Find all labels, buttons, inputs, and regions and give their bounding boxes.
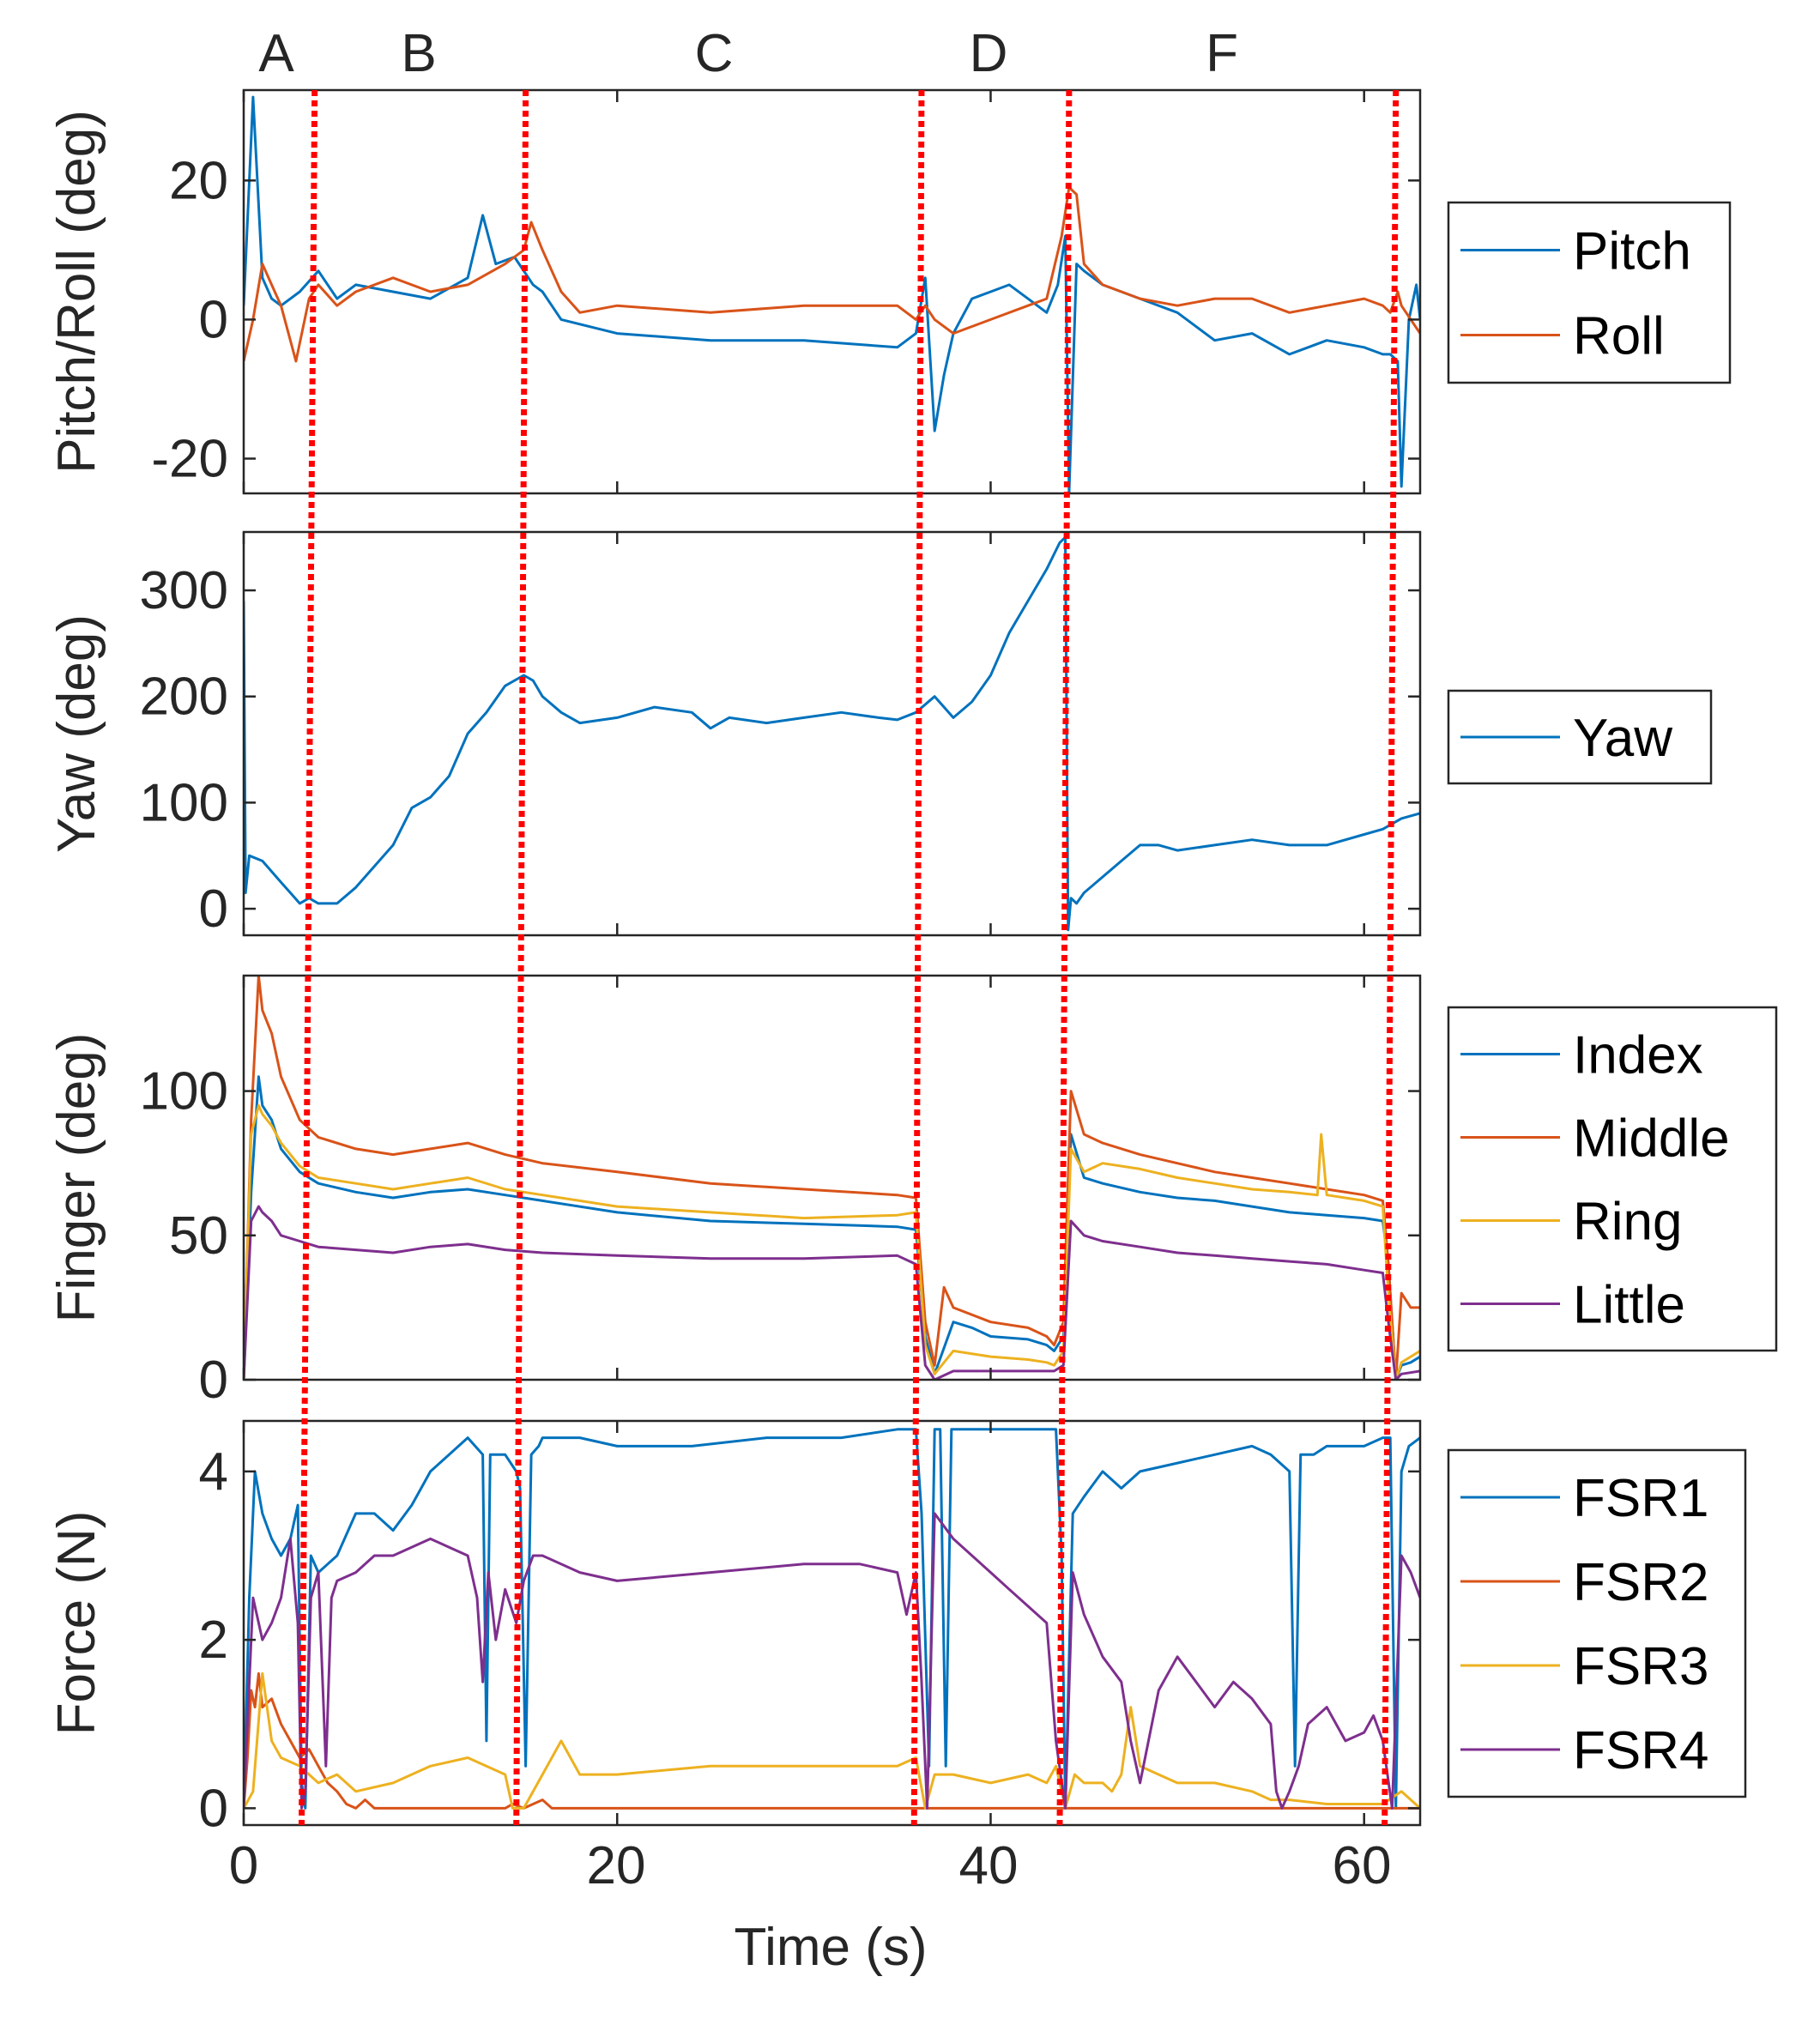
series-group	[244, 95, 1420, 493]
y-tick-label: 100	[140, 773, 228, 832]
series-line-yaw	[244, 535, 1420, 932]
y-tick-label: 0	[199, 290, 228, 349]
segment-boundary-line	[298, 89, 318, 1826]
segment-boundary-line	[910, 89, 925, 1826]
x-tick-label: 40	[959, 1836, 1019, 1895]
segment-label-c: C	[695, 24, 734, 83]
panel-4: 0 2 4 Force (N) FSR1 FSR2 FSR3 FSR4	[47, 1419, 1747, 1838]
panel-2: 0 100 200 300 Yaw (deg) Yaw	[47, 530, 1713, 939]
legend-label-fsr3: FSR3	[1573, 1637, 1708, 1696]
legend: Index Middle Ring Little	[1447, 1006, 1778, 1352]
x-tick-labels: 0 20 40 60	[229, 1836, 1392, 1895]
legend-label-fsr2: FSR2	[1573, 1553, 1708, 1612]
y-tick-label: 50	[169, 1206, 228, 1266]
legend: Pitch Roll	[1447, 201, 1732, 384]
legend: Yaw	[1447, 689, 1713, 785]
legend-label-yaw: Yaw	[1573, 709, 1672, 768]
axes-box	[242, 974, 1422, 1381]
y-tick-label: 0	[199, 1779, 228, 1838]
legend-label-fsr4: FSR4	[1573, 1721, 1708, 1780]
series-line-index	[244, 1075, 1420, 1380]
segment-boundary-line	[513, 89, 529, 1826]
legend-label-middle: Middle	[1573, 1109, 1730, 1169]
axes-box	[242, 530, 1422, 937]
y-tick-label: 4	[199, 1442, 228, 1502]
y-tick-label: 100	[140, 1062, 228, 1121]
segment-label-a: A	[258, 24, 294, 83]
series-line-fsr1	[244, 1428, 1420, 1810]
segment-boundary-line	[1382, 89, 1400, 1826]
y-tick-label: -20	[151, 429, 228, 488]
legend-label-little: Little	[1573, 1276, 1685, 1335]
legend-box	[1447, 1448, 1747, 1798]
series-line-roll	[244, 185, 1420, 363]
y-tick-label: 300	[140, 561, 228, 620]
y-axis-label: Yaw (deg)	[47, 614, 106, 853]
legend-label-roll: Roll	[1573, 307, 1665, 366]
legend-label-pitch: Pitch	[1573, 222, 1691, 281]
segment-label-b: B	[401, 24, 436, 83]
segment-boundary-lines	[298, 89, 1400, 1826]
series-line-middle	[244, 976, 1420, 1380]
series-line-fsr3	[244, 1671, 1420, 1810]
axes-box	[242, 1419, 1422, 1827]
series-group	[244, 535, 1420, 932]
legend: FSR1 FSR2 FSR3 FSR4	[1447, 1448, 1747, 1798]
x-tick-label: 60	[1333, 1836, 1392, 1895]
legend-box	[1447, 1006, 1778, 1352]
series-line-ring	[244, 1103, 1420, 1380]
x-tick-label: 0	[229, 1836, 258, 1895]
y-axis-label: Force (N)	[47, 1511, 106, 1736]
x-tick-label: 20	[587, 1836, 646, 1895]
segment-label-d: D	[970, 24, 1008, 83]
series-line-fsr4	[244, 1512, 1420, 1810]
segment-label-f: F	[1206, 24, 1238, 83]
y-axis-label: Pitch/Roll (deg)	[47, 110, 106, 474]
axes-box	[242, 88, 1422, 495]
legend-label-fsr1: FSR1	[1573, 1469, 1708, 1528]
y-tick-label: 0	[199, 1351, 228, 1410]
legend-label-ring: Ring	[1573, 1193, 1683, 1252]
panel-3: 0 50 100 Finger (deg) Index Middle Ring Little	[47, 974, 1778, 1410]
legend-box	[1447, 201, 1732, 384]
series-group	[244, 976, 1420, 1380]
segment-boundary-line	[1056, 89, 1073, 1826]
series-line-fsr2	[244, 1671, 1420, 1810]
y-tick-label: 20	[169, 151, 228, 210]
series-line-little	[244, 1205, 1420, 1380]
y-tick-label: 2	[199, 1611, 228, 1670]
y-tick-label: 200	[140, 668, 228, 727]
y-axis-label: Finger (deg)	[47, 1033, 106, 1323]
y-tick-label: 0	[199, 879, 228, 939]
series-group	[244, 1428, 1420, 1810]
panel-1: -20 0 20 Pitch/Roll (deg) Pitch Roll	[47, 88, 1732, 495]
segment-labels: A B C D F	[258, 24, 1238, 83]
x-axis-label: Time (s)	[735, 1918, 928, 1977]
legend-label-index: Index	[1573, 1026, 1703, 1085]
series-line-pitch	[244, 95, 1420, 493]
